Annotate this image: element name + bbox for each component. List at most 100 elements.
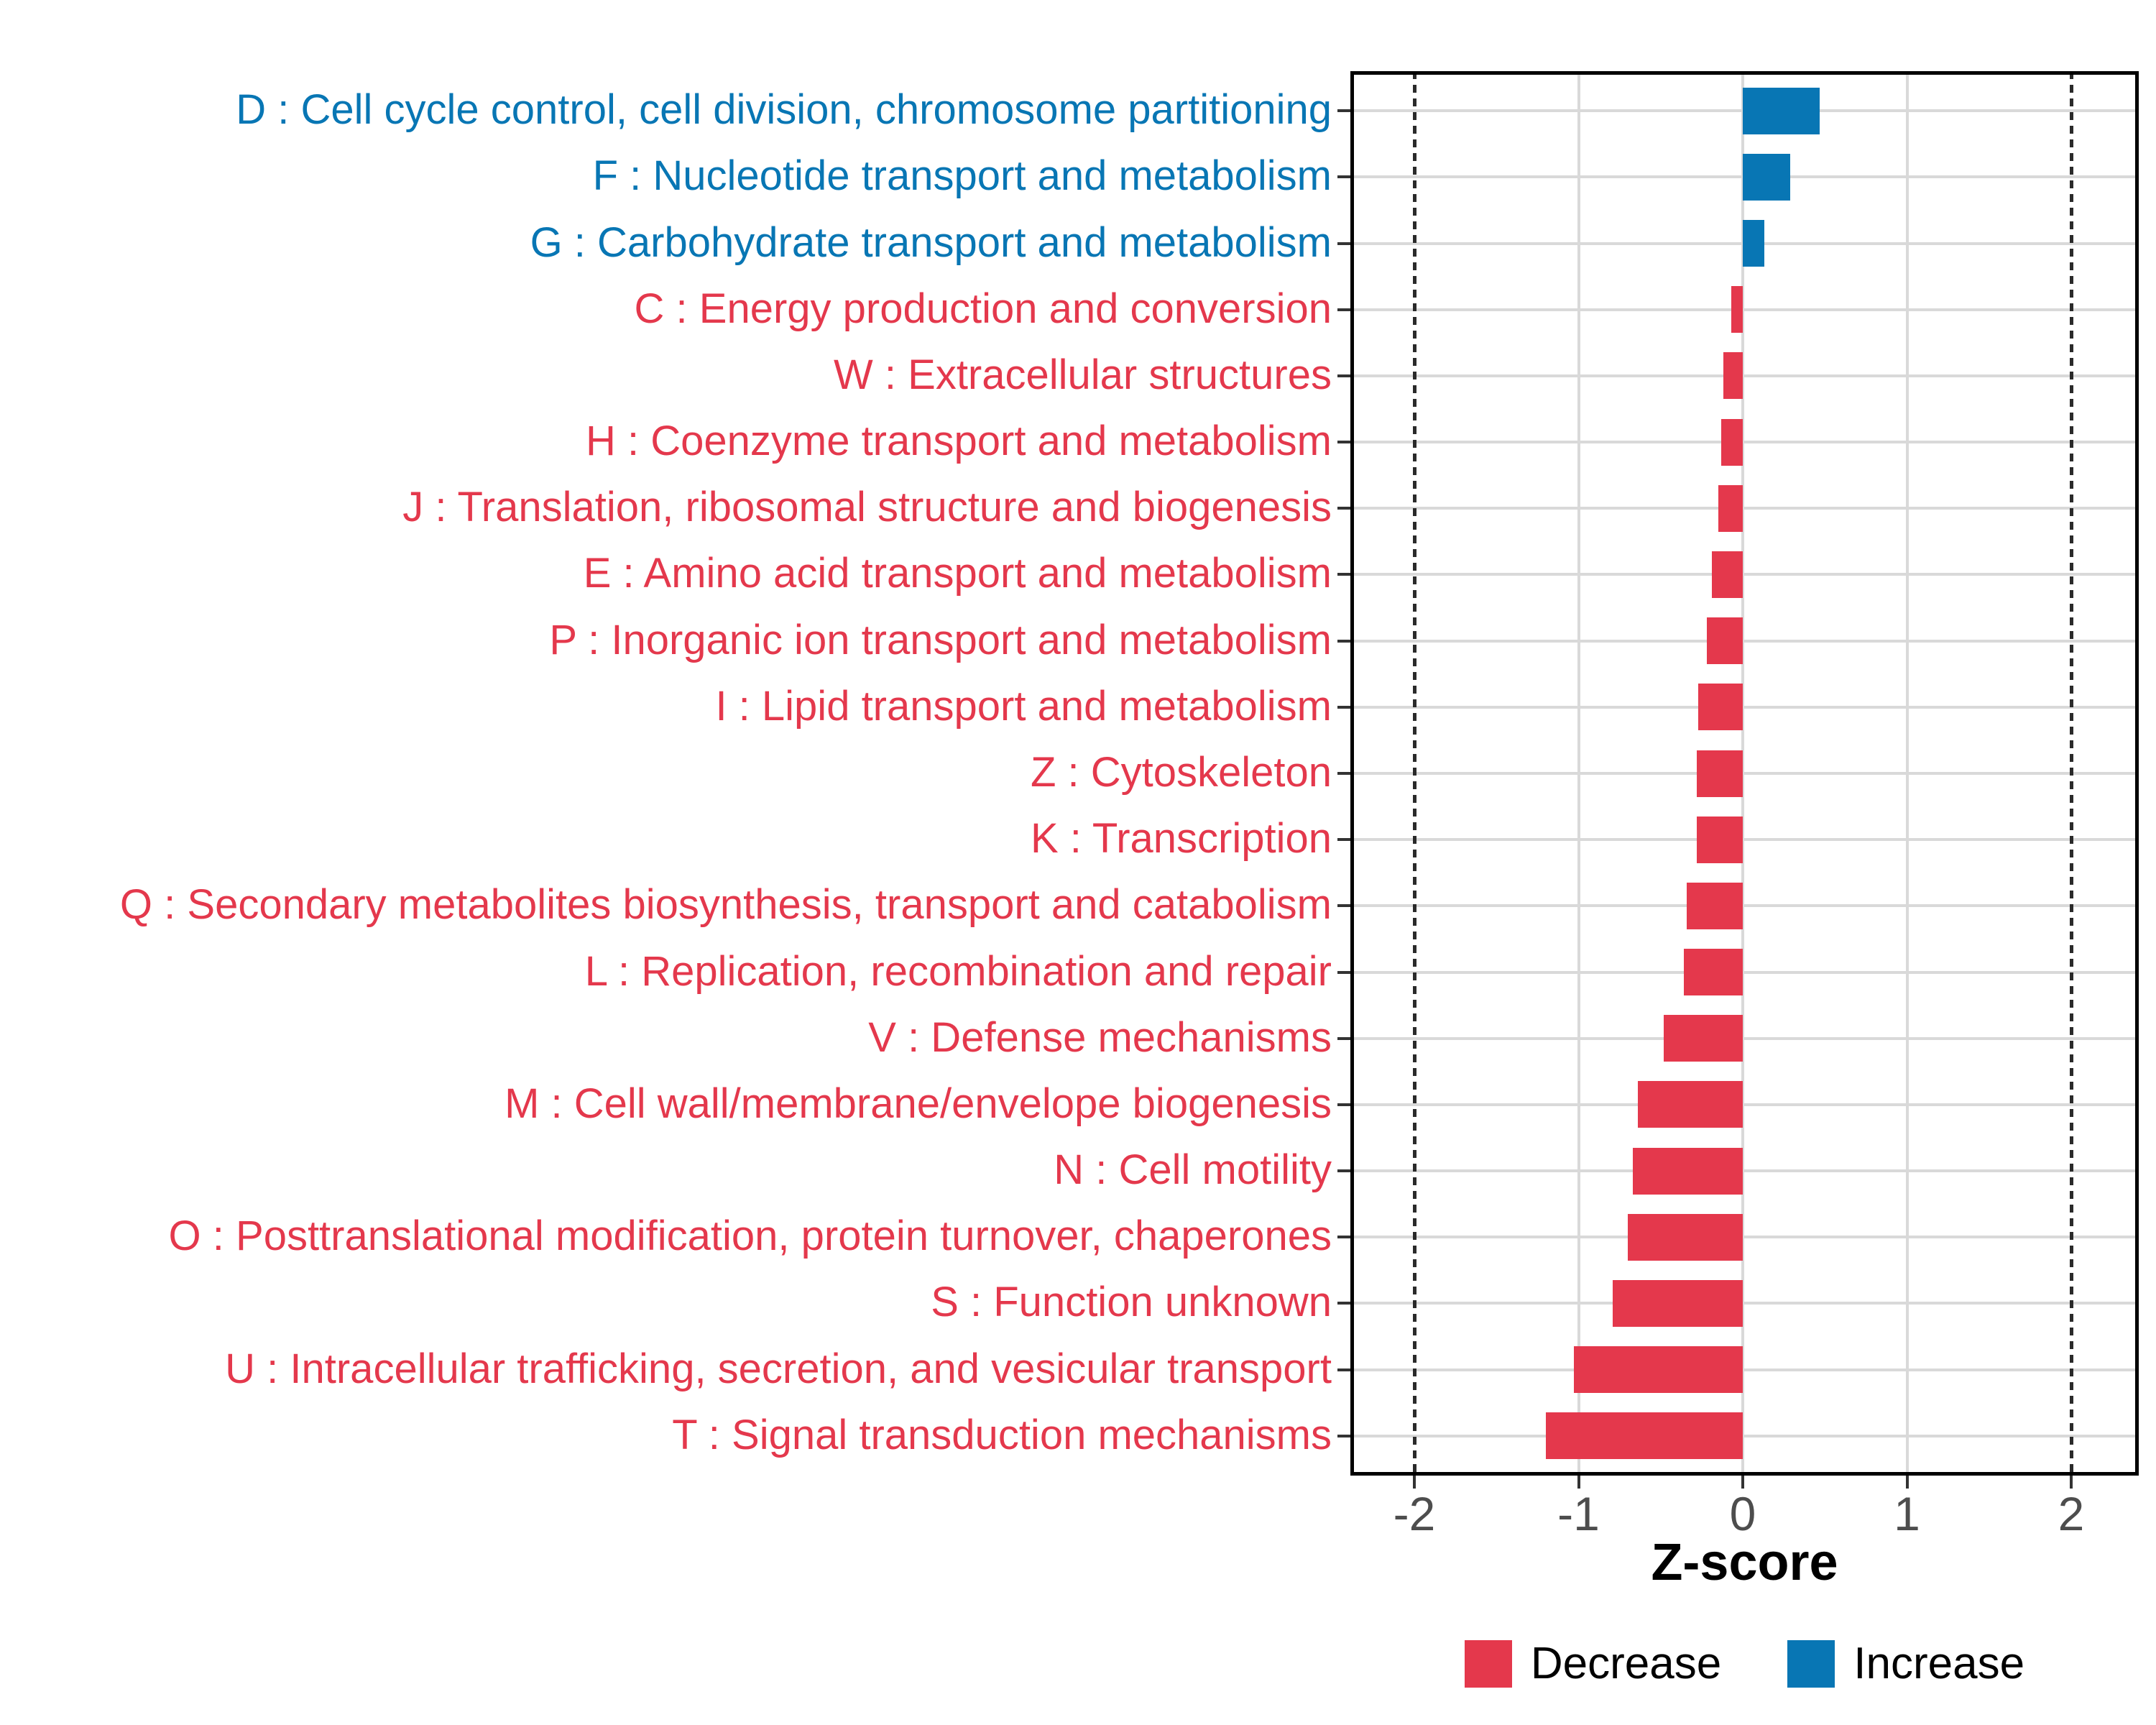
y-axis-label-Q: Q : Secondary metabolites biosynthesis, … <box>119 881 1332 929</box>
y-axis-tick <box>1337 838 1350 842</box>
y-axis-tick <box>1337 308 1350 311</box>
y-axis-tick <box>1337 441 1350 444</box>
y-axis-tick <box>1337 970 1350 974</box>
y-axis-label-L: L : Replication, recombination and repai… <box>584 947 1332 995</box>
bar-C <box>1731 286 1743 334</box>
bar-F <box>1743 153 1791 201</box>
bar-D <box>1743 87 1820 134</box>
y-axis-tick <box>1337 1368 1350 1371</box>
y-axis-tick <box>1337 705 1350 709</box>
legend-item-decrease: Decrease <box>1464 1640 1721 1688</box>
bar-J <box>1718 484 1743 532</box>
horizontal-gridline <box>1350 705 2139 709</box>
y-axis-label-O: O : Posttranslational modification, prot… <box>168 1213 1332 1260</box>
y-axis-label-I: I : Lipid transport and metabolism <box>715 682 1332 730</box>
bar-W <box>1723 352 1743 400</box>
y-axis-label-J: J : Translation, ribosomal structure and… <box>402 484 1332 531</box>
y-axis-label-T: T : Signal transduction mechanisms <box>672 1411 1332 1458</box>
bar-I <box>1698 684 1743 731</box>
bar-E <box>1711 551 1743 598</box>
bar-V <box>1664 1015 1743 1062</box>
vertical-gridline <box>1577 71 1580 1476</box>
y-axis-label-K: K : Transcription <box>1030 814 1332 862</box>
horizontal-gridline <box>1350 1368 2139 1371</box>
y-axis-tick <box>1337 507 1350 510</box>
horizontal-gridline <box>1350 374 2139 377</box>
bar-G <box>1743 220 1764 267</box>
y-axis-tick <box>1337 1236 1350 1239</box>
bar-N <box>1632 1147 1743 1195</box>
legend-label-increase: Increase <box>1853 1639 2025 1688</box>
bar-S <box>1613 1279 1743 1327</box>
y-axis-tick <box>1337 1169 1350 1173</box>
y-axis-tick <box>1337 1434 1350 1438</box>
dashed-reference-line <box>2069 71 2073 1476</box>
y-axis-tick <box>1337 175 1350 179</box>
bar-M <box>1637 1081 1743 1128</box>
horizontal-gridline <box>1350 1169 2139 1173</box>
bar-T <box>1545 1412 1743 1460</box>
vertical-gridline <box>1741 71 1744 1476</box>
y-axis-tick <box>1337 573 1350 576</box>
bar-P <box>1706 617 1743 665</box>
y-axis-label-H: H : Coenzyme transport and metabolism <box>586 417 1332 464</box>
legend: Decrease Increase <box>1350 1640 2139 1688</box>
x-axis-tick <box>1413 1476 1416 1489</box>
y-axis-label-S: S : Function unknown <box>931 1279 1332 1326</box>
x-axis-tick-label: 0 <box>1729 1487 1756 1540</box>
horizontal-gridline <box>1350 507 2139 510</box>
horizontal-gridline <box>1350 772 2139 775</box>
legend-item-increase: Increase <box>1787 1640 2024 1688</box>
horizontal-gridline <box>1350 1103 2139 1106</box>
bar-O <box>1628 1213 1743 1261</box>
horizontal-gridline <box>1350 1036 2139 1040</box>
x-axis-tick-label: -2 <box>1393 1487 1436 1540</box>
horizontal-gridline <box>1350 1302 2139 1305</box>
x-axis-tick-label: -1 <box>1557 1487 1600 1540</box>
x-axis-tick <box>2070 1476 2073 1489</box>
bar-U <box>1573 1346 1743 1394</box>
bar-Q <box>1687 882 1743 929</box>
y-axis-label-E: E : Amino acid transport and metabolism <box>583 550 1332 597</box>
y-axis-tick <box>1337 374 1350 377</box>
y-axis-label-P: P : Inorganic ion transport and metaboli… <box>549 616 1332 663</box>
bar-Z <box>1697 750 1743 797</box>
horizontal-gridline <box>1350 573 2139 576</box>
y-axis-label-W: W : Extracellular structures <box>834 351 1332 398</box>
horizontal-gridline <box>1350 1236 2139 1239</box>
y-axis-label-G: G : Carbohydrate transport and metabolis… <box>530 218 1332 266</box>
y-axis-label-D: D : Cell cycle control, cell division, c… <box>236 86 1332 134</box>
x-axis-tick <box>1741 1476 1744 1489</box>
bar-L <box>1683 949 1743 995</box>
horizontal-gridline <box>1350 838 2139 842</box>
horizontal-gridline <box>1350 1434 2139 1438</box>
dashed-reference-line <box>1412 71 1416 1476</box>
y-axis-label-Z: Z : Cytoskeleton <box>1030 748 1332 796</box>
horizontal-gridline <box>1350 904 2139 908</box>
y-axis-tick <box>1337 1302 1350 1305</box>
vertical-gridline <box>1905 71 1909 1476</box>
y-axis-tick <box>1337 639 1350 643</box>
horizontal-gridline <box>1350 308 2139 311</box>
y-axis-tick <box>1337 772 1350 775</box>
horizontal-gridline <box>1350 441 2139 444</box>
y-axis-label-C: C : Energy production and conversion <box>634 285 1332 332</box>
y-axis-label-F: F : Nucleotide transport and metabolism <box>592 152 1332 200</box>
y-axis-tick <box>1337 1103 1350 1106</box>
x-axis-tick-label: 1 <box>1894 1487 1920 1540</box>
y-axis-tick <box>1337 904 1350 908</box>
legend-swatch-increase-icon <box>1787 1640 1835 1688</box>
y-axis-tick <box>1337 242 1350 245</box>
x-axis-tick-label: 2 <box>2058 1487 2085 1540</box>
x-axis-tick <box>1577 1476 1580 1489</box>
horizontal-gridline <box>1350 970 2139 974</box>
x-axis-title: Z-score <box>1651 1534 1838 1591</box>
bar-H <box>1721 418 1743 466</box>
y-axis-label-N: N : Cell motility <box>1054 1146 1332 1193</box>
y-axis-tick <box>1337 1036 1350 1040</box>
bar-K <box>1697 816 1743 863</box>
